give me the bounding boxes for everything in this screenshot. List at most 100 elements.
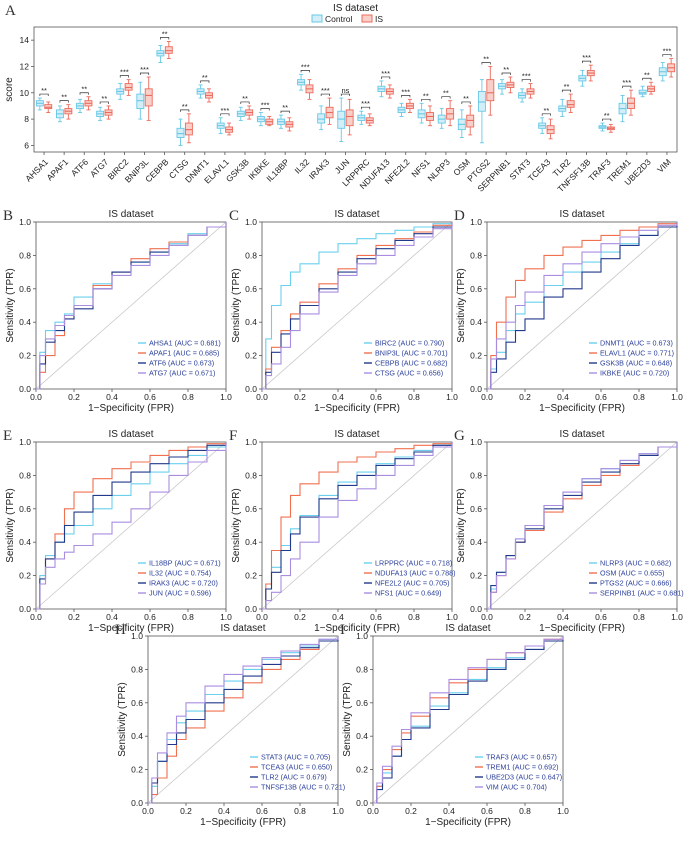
panel-b-ylabel: Sensitivity (TPR) <box>5 268 16 342</box>
panel-h-frame <box>147 635 339 804</box>
legend-label: ATG7 (AUC = 0.671) <box>149 369 215 378</box>
panel-b-title: IS dataset <box>108 209 153 220</box>
y-tick-label: 0.2 <box>19 571 31 581</box>
roc-curve-birc2 <box>262 222 453 390</box>
roc-curve-ctsg <box>262 222 453 390</box>
x-tick-label: GSK3B <box>224 157 251 184</box>
panel-f-frame <box>261 441 453 610</box>
x-tick-label: 0.8 <box>519 806 531 816</box>
legend-label: CEBPB (AUC = 0.682) <box>375 359 448 368</box>
y-tick-label: 0.4 <box>470 317 482 327</box>
significance-label: ** <box>242 94 248 103</box>
gene-group-stat3: ***STAT3 <box>507 72 535 182</box>
x-tick-label: 0.8 <box>294 806 306 816</box>
panel-i-xlabel: 1−Specificity (FPR) <box>425 817 511 828</box>
significance-bracket <box>401 95 411 98</box>
y-tick-label: 1.0 <box>470 217 482 227</box>
legend-label: IRAK3 (AUC = 0.720) <box>149 579 218 588</box>
x-tick-label: 0.6 <box>595 612 607 622</box>
x-tick-label: 0.2 <box>519 392 531 402</box>
y-tick-label: 0.4 <box>19 317 31 327</box>
gene-group-ube2d3: **UBE2D3 <box>622 70 656 187</box>
legend-is-swatch <box>361 14 373 23</box>
significance-label: ** <box>61 93 67 102</box>
panel-g-ylabel: Sensitivity (TPR) <box>456 488 467 562</box>
diagonal-reference-line <box>261 441 453 610</box>
significance-label: *** <box>401 87 410 96</box>
y-tick-label: 0.8 <box>245 250 257 260</box>
x-tick-label: VIM <box>655 157 673 175</box>
gene-group-atg7: **ATG7 <box>88 94 113 179</box>
significance-bracket <box>441 96 451 99</box>
significance-label: *** <box>221 106 230 115</box>
panel-a-ylabel: score <box>4 77 15 102</box>
gene-group-nfe2l2: ***NFE2L2 <box>383 87 414 186</box>
y-tick-label: 0.0 <box>245 604 257 614</box>
x-tick-label: 0.0 <box>481 392 493 402</box>
x-tick-label: 1.0 <box>220 612 232 622</box>
roc-curve-ikbke <box>487 222 678 390</box>
y-tick-label: 0.6 <box>245 504 257 514</box>
significance-label: ns <box>341 86 349 95</box>
y-tick-label: 0.4 <box>245 537 257 547</box>
legend-label: STAT3 (AUC = 0.705) <box>261 753 330 762</box>
panel-e-roc: E IS dataset 0.00.0 0.2 0.2 0.4 0.4 0.6 0.6 0.8 0.… <box>3 428 232 634</box>
x-tick-label: 0.0 <box>256 612 268 622</box>
y-tick-label: 0.8 <box>19 250 31 260</box>
y-tick-label: 0.0 <box>356 798 368 808</box>
legend-label: TCEA3 (AUC = 0.650) <box>261 763 332 772</box>
y-tick-label: 0.8 <box>245 470 257 480</box>
significance-label: *** <box>120 68 129 77</box>
legend-label: TNFSF13B (AUC = 0.721) <box>261 783 345 792</box>
x-tick-label: 0.4 <box>106 392 118 402</box>
y-tick-label: 1.0 <box>356 631 368 641</box>
y-tick-label: 0.2 <box>470 571 482 581</box>
gene-group-ctsg: **CTSG <box>167 102 193 181</box>
roc-curve-ndufa13 <box>262 442 453 610</box>
significance-label: *** <box>622 78 631 87</box>
x-tick-label: 1.0 <box>671 612 683 622</box>
y-tick-label: 0.8 <box>356 664 368 674</box>
gene-group-nlrp3: ** NLRP3 <box>425 89 455 183</box>
diagonal-reference-line <box>261 221 453 390</box>
significance-bracket <box>642 77 652 81</box>
is-box <box>486 79 495 102</box>
panel-g-frame <box>486 441 678 610</box>
x-tick-label: 0.2 <box>294 612 306 622</box>
significance-bracket <box>59 100 69 103</box>
panel-e-xlabel: 1−Specificity (FPR) <box>88 623 174 634</box>
x-tick-label: 0.8 <box>633 612 645 622</box>
x-tick-label: 0.4 <box>106 612 118 622</box>
panel-e-title: IS dataset <box>108 429 153 440</box>
y-tick-label: 0.8 <box>19 470 31 480</box>
legend-label: UBE2D3 (AUC = 0.647) <box>486 773 562 782</box>
legend-label: TLR2 (AUC = 0.679) <box>261 773 327 782</box>
legend-is-label: IS <box>375 14 383 24</box>
gene-group-vim: *** VIM <box>655 47 676 175</box>
panel-g-title: IS dataset <box>559 429 604 440</box>
legend-label: NFE2L2 (AUC = 0.705) <box>375 579 450 588</box>
diagonal-reference-line <box>486 441 678 610</box>
y-tick-label: 8 <box>24 114 29 124</box>
panel-d-roc: D IS dataset 0.00.0 0.2 0.2 0.4 0.4 0.6 0.6 0.8 0.… <box>454 208 683 414</box>
panel-b-frame <box>35 221 227 390</box>
y-tick-label: 0.8 <box>470 250 482 260</box>
significance-label: *** <box>522 72 531 81</box>
x-tick-label: AHSA1 <box>23 157 50 184</box>
control-box <box>337 110 346 129</box>
gene-group-atf6: ** ATF6 <box>69 85 93 178</box>
significance-label: *** <box>301 62 310 71</box>
y-tick-label: 10 <box>20 88 30 98</box>
y-tick-label: 1.0 <box>470 437 482 447</box>
x-tick-label: 0.2 <box>68 612 80 622</box>
y-tick-label: 0.0 <box>19 384 31 394</box>
roc-curve-nfs1 <box>262 442 453 610</box>
panel-i-title: IS dataset <box>445 623 490 634</box>
legend-label: NFS1 (AUC = 0.649) <box>375 589 442 598</box>
x-tick-label: 0.8 <box>408 392 420 402</box>
panel-i-frame <box>372 635 564 804</box>
x-tick-label: 0.4 <box>218 806 230 816</box>
y-tick-label: 0.4 <box>245 317 257 327</box>
significance-label: ** <box>644 70 650 79</box>
